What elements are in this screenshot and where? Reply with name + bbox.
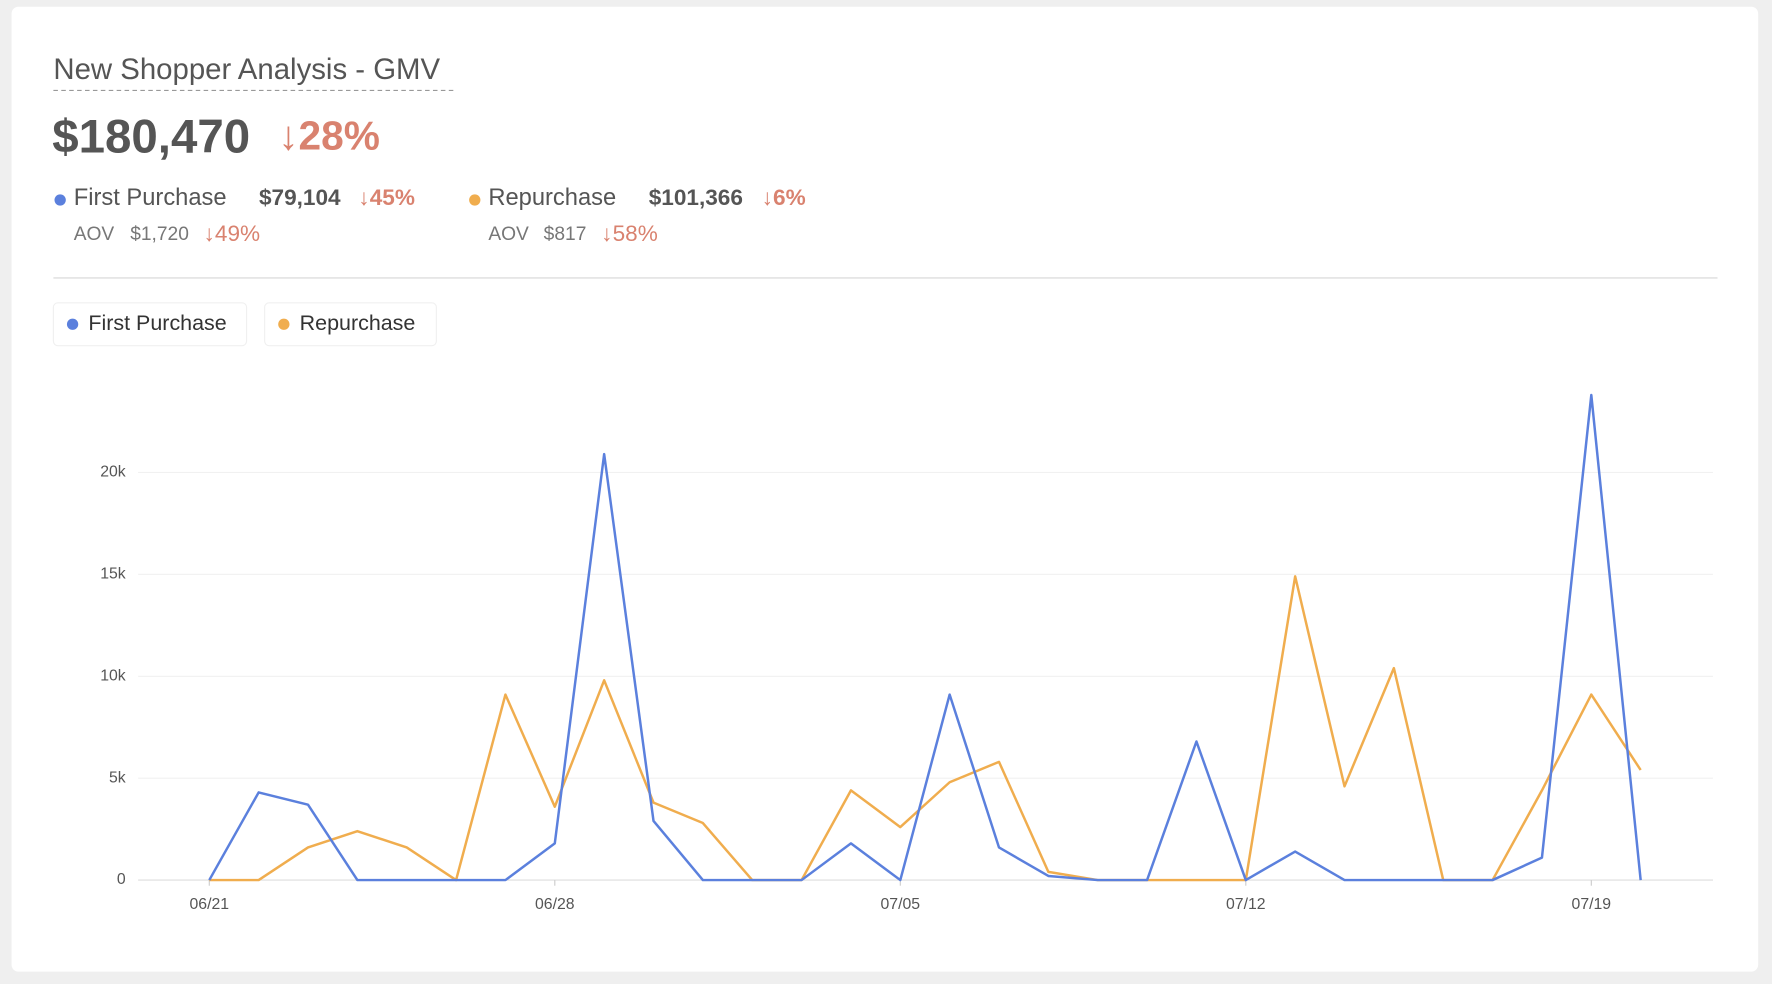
y-tick-label: 15k xyxy=(100,566,126,583)
y-tick-label: 10k xyxy=(100,667,126,684)
x-tick-label: 07/05 xyxy=(881,896,921,913)
legend-label: Repurchase xyxy=(300,311,416,335)
segment-value: $101,366 xyxy=(649,185,743,210)
x-tick-label: 07/12 xyxy=(1226,896,1266,913)
aov-value: $1,720 xyxy=(130,224,189,245)
segment-value: $79,104 xyxy=(259,185,341,210)
legend-chip xyxy=(52,302,248,347)
aov-change: ↓58% xyxy=(601,221,657,246)
x-tick-label: 07/19 xyxy=(1572,896,1612,913)
segment-name: First Purchase xyxy=(74,185,227,211)
segment-change: ↓6% xyxy=(762,185,806,210)
series-line xyxy=(208,393,1642,882)
aov-label: AOV xyxy=(74,224,115,245)
legend-dot xyxy=(66,318,79,330)
total-change: ↓28% xyxy=(278,113,380,159)
legend-dot xyxy=(278,318,290,330)
title: New Shopper Analysis - GMV xyxy=(53,53,440,86)
aov-value: $817 xyxy=(544,224,587,245)
y-tick-label: 5k xyxy=(109,769,126,786)
legend-label: First Purchase xyxy=(88,311,226,335)
segment-dot xyxy=(469,194,481,206)
total: $180,470 xyxy=(52,111,250,164)
x-tick-label: 06/21 xyxy=(190,896,230,913)
legend-chip xyxy=(264,302,437,347)
x-tick-label: 06/28 xyxy=(535,896,575,913)
y-tick-label: 20k xyxy=(100,464,126,481)
aov-change: ↓49% xyxy=(204,221,260,246)
card xyxy=(11,6,1759,972)
segment-change: ↓45% xyxy=(358,185,414,210)
segment-name: Repurchase xyxy=(488,185,616,211)
y-tick-label: 0 xyxy=(117,871,126,888)
segment-dot xyxy=(54,194,66,206)
series-line xyxy=(209,575,1642,882)
aov-label: AOV xyxy=(488,224,529,245)
